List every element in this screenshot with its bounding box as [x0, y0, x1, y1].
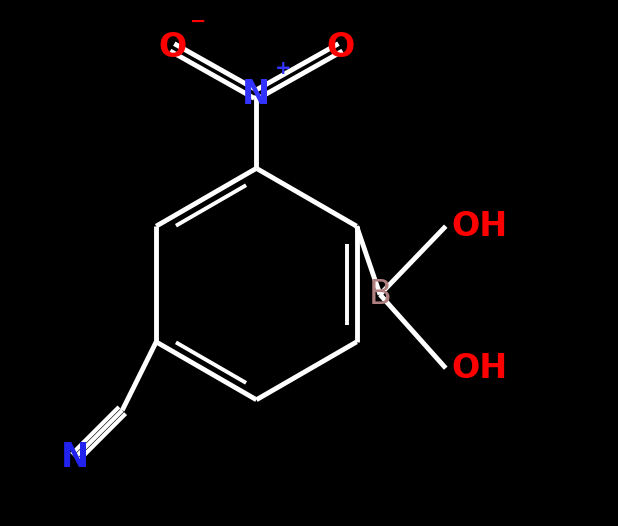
Text: OH: OH — [451, 210, 507, 242]
Text: N: N — [61, 441, 89, 474]
Text: OH: OH — [451, 352, 507, 385]
Text: O: O — [158, 31, 187, 64]
Text: +: + — [274, 59, 291, 78]
Text: B: B — [368, 278, 391, 311]
Text: −: − — [190, 12, 207, 31]
Text: O: O — [326, 31, 355, 64]
Text: N: N — [242, 78, 271, 111]
